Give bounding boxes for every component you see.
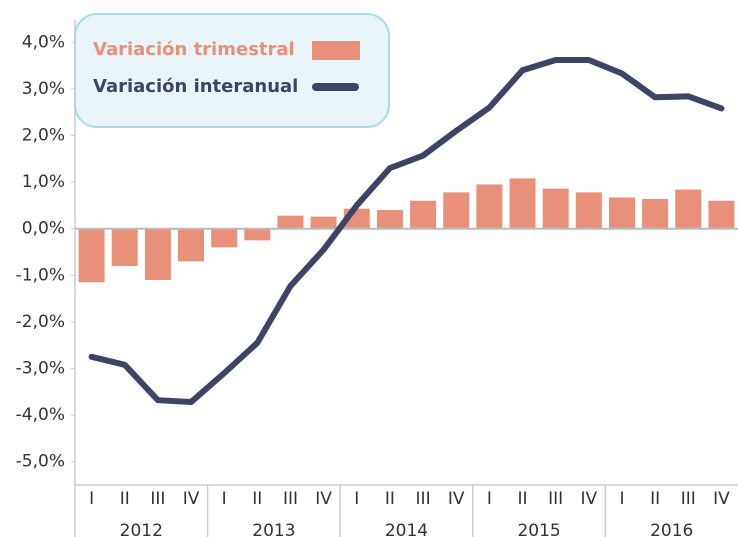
x-tick-label: II <box>518 489 528 509</box>
bar <box>376 210 403 229</box>
x-tick-label: I <box>487 489 492 509</box>
bar <box>277 215 304 229</box>
legend-box <box>74 13 390 128</box>
line <box>88 57 725 406</box>
bar <box>178 228 205 262</box>
x-tick-label: IV <box>315 489 332 509</box>
x-tick-label: IV <box>713 489 730 509</box>
bar <box>675 189 702 229</box>
y-tick-label: -5,0% <box>16 452 65 472</box>
bar <box>144 228 171 280</box>
legend-label: Variación interanual <box>93 76 298 97</box>
x-tick-label: I <box>89 489 94 509</box>
bar <box>476 184 503 229</box>
year-label: 2012 <box>120 521 163 537</box>
x-tick-label: III <box>681 489 696 509</box>
y-tick-label: -2,0% <box>16 312 65 332</box>
y-tick-label: 3,0% <box>22 79 65 99</box>
year-label: 2016 <box>650 521 693 537</box>
x-tick-label: II <box>385 489 395 509</box>
legend-label: Variación trimestral <box>93 39 295 60</box>
year-label: 2014 <box>385 521 428 537</box>
bar <box>211 228 238 248</box>
x-tick-label: I <box>354 489 359 509</box>
year-label: 2013 <box>252 521 295 537</box>
x-tick-label: II <box>252 489 262 509</box>
year-label: 2015 <box>517 521 560 537</box>
bar <box>78 228 105 283</box>
bar <box>608 197 635 229</box>
bar <box>244 228 271 241</box>
y-tick-label: 4,0% <box>22 32 65 52</box>
bar <box>410 200 437 229</box>
y-tick-label: -3,0% <box>16 359 65 379</box>
x-tick-label: III <box>416 489 431 509</box>
y-tick-label: -4,0% <box>16 405 65 425</box>
bar <box>708 200 735 229</box>
x-tick-label: II <box>650 489 660 509</box>
bar <box>542 188 569 229</box>
x-tick-label: I <box>222 489 227 509</box>
x-tick-label: IV <box>183 489 200 509</box>
x-tick-label: IV <box>580 489 597 509</box>
y-tick-label: 0,0% <box>22 219 65 239</box>
x-tick-label: III <box>548 489 563 509</box>
bar <box>310 216 337 229</box>
bar <box>111 228 138 266</box>
y-tick-label: -1,0% <box>16 265 65 285</box>
bar <box>642 198 669 229</box>
bar <box>575 192 602 229</box>
x-tick-label: IV <box>448 489 465 509</box>
x-tick-label: III <box>150 489 165 509</box>
bar <box>443 192 470 229</box>
x-tick-label: II <box>120 489 130 509</box>
bar <box>509 178 536 229</box>
legend-swatch <box>312 41 360 60</box>
x-tick-label: I <box>619 489 624 509</box>
x-tick-label: III <box>283 489 298 509</box>
y-tick-label: 1,0% <box>22 172 65 192</box>
y-tick-label: 2,0% <box>22 126 65 146</box>
